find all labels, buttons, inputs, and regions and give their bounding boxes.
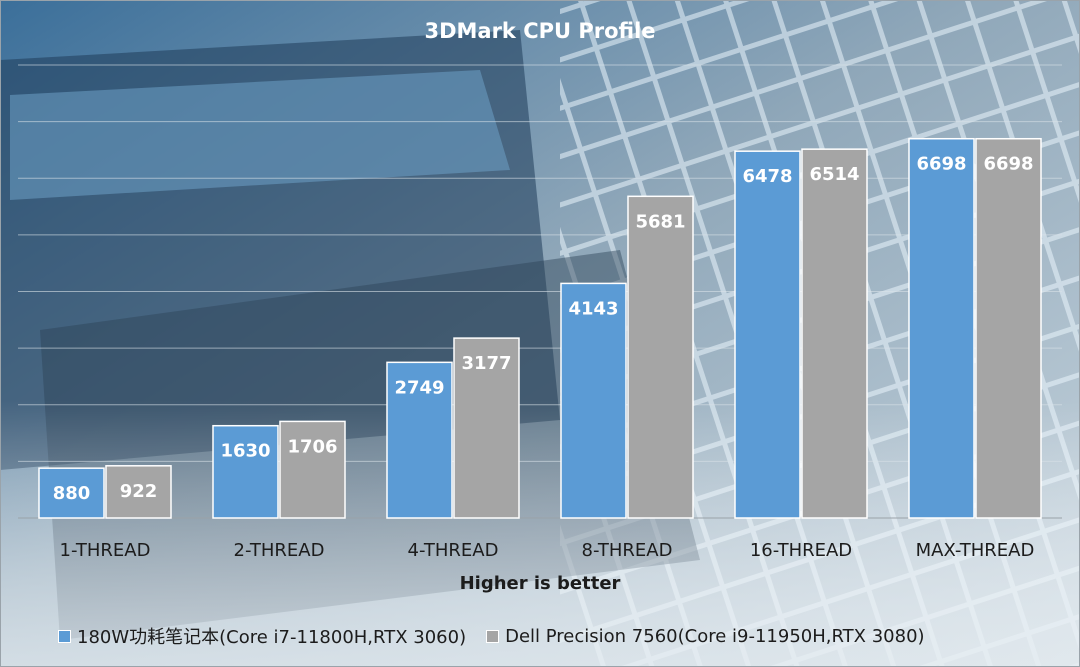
x-tick-label: 4-THREAD xyxy=(408,540,499,561)
data-label: 5681 xyxy=(635,211,685,232)
legend-label-series-1: 180W功耗笔记本(Core i7-11800H,RTX 3060) xyxy=(77,627,467,648)
data-label: 6478 xyxy=(742,166,792,187)
bar-series-2-4-thread xyxy=(453,337,520,519)
legend-swatch-series-2 xyxy=(486,629,500,643)
bar-series-1-1-thread xyxy=(38,467,105,519)
bar-series-2-max-thread xyxy=(975,137,1042,519)
bar-series-2-8-thread xyxy=(627,195,694,519)
bar-series-2-16-thread xyxy=(801,148,868,519)
data-label: 3177 xyxy=(461,353,511,374)
chart-title: 3DMark CPU Profile xyxy=(424,19,655,43)
data-label: 2749 xyxy=(394,377,444,398)
bar-series-1-16-thread xyxy=(734,150,801,519)
data-label: 4143 xyxy=(568,298,618,319)
bar-series-1-8-thread xyxy=(560,282,627,519)
data-label: 922 xyxy=(120,481,158,502)
x-axis-ticks: 1-THREAD 2-THREAD 4-THREAD 8-THREAD 16-THREA… xyxy=(60,540,1035,561)
x-tick-label: 8-THREAD xyxy=(582,540,673,561)
legend-swatch-series-1 xyxy=(58,629,71,643)
x-tick-label: MAX-THREAD xyxy=(916,540,1035,561)
bar-series-2-1-thread xyxy=(105,465,172,519)
legend-item-series-1: 180W功耗笔记本(Core i7-11800H,RTX 3060) xyxy=(58,623,466,649)
bar-series xyxy=(38,137,1042,519)
data-label: 880 xyxy=(53,483,91,504)
bar-series-1-max-thread xyxy=(908,137,975,519)
data-label: 6514 xyxy=(809,164,859,185)
legend-label-series-2: Dell Precision 7560(Core i9-11950H,RTX 3… xyxy=(505,625,925,647)
data-label: 1630 xyxy=(220,441,270,462)
bar-series-1-4-thread xyxy=(386,361,453,519)
x-tick-label: 1-THREAD xyxy=(60,540,151,561)
data-label: 6698 xyxy=(983,154,1033,175)
x-tick-label: 2-THREAD xyxy=(234,540,325,561)
legend-item-series-2: Dell Precision 7560(Core i9-11950H,RTX 3… xyxy=(486,625,925,647)
data-labels: 880 922 1630 1706 2749 3177 4143 5681 6478 6514 66… xyxy=(53,154,1034,504)
bar-series-1-2-thread xyxy=(212,424,279,519)
bar-series-2-2-thread xyxy=(279,420,346,519)
data-label: 6698 xyxy=(916,154,966,175)
chart-legend: 180W功耗笔记本(Core i7-11800H,RTX 3060) Dell … xyxy=(58,620,945,652)
data-label: 1706 xyxy=(287,436,337,457)
gridlines xyxy=(18,64,1062,519)
x-axis-title: Higher is better xyxy=(460,573,621,594)
x-tick-label: 16-THREAD xyxy=(750,540,852,561)
